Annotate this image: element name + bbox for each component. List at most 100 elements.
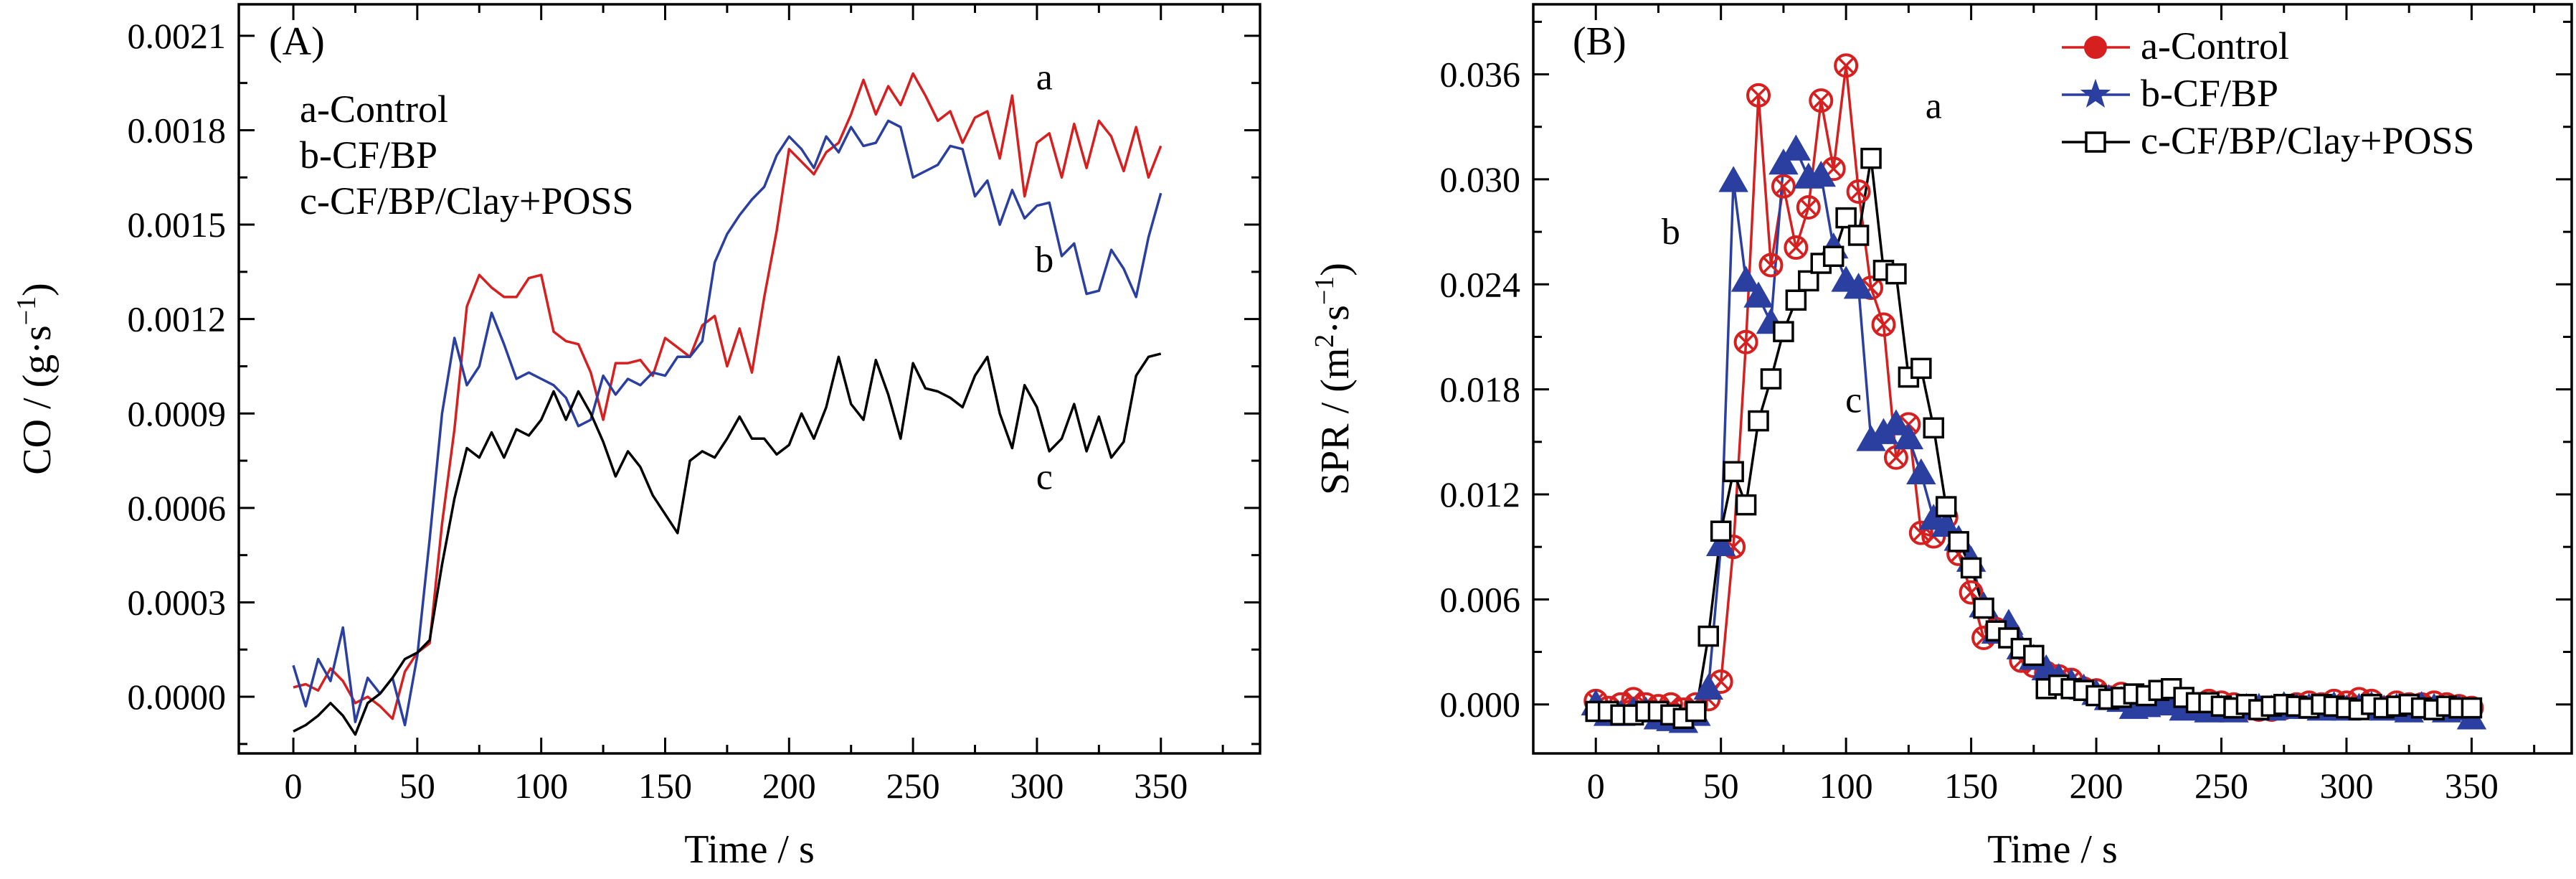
y-axis-title-part: CO / (g·s bbox=[15, 325, 60, 474]
series-line-c bbox=[1596, 156, 2472, 720]
data-point-a bbox=[1758, 253, 1784, 278]
x-axis-title: Time / s bbox=[684, 827, 815, 872]
y-tick-label: 0.030 bbox=[1440, 159, 1521, 199]
plot-frame bbox=[1532, 3, 2573, 755]
y-tick-label: 0.0003 bbox=[128, 582, 227, 622]
data-point-c bbox=[1973, 597, 1994, 619]
y-tick-label: 0.0000 bbox=[128, 677, 227, 717]
y-axis-title-part: SPR / (m bbox=[1313, 348, 1358, 495]
panel-a-co-chart: 0 50 100 150 200 250 300 350 0.0000 0.0003 0.0006 0… bbox=[11, 3, 1261, 872]
data-point-c bbox=[1822, 245, 1845, 268]
x-tick-label: 50 bbox=[399, 766, 435, 806]
data-point-a bbox=[1834, 53, 1859, 78]
legend-marker-a bbox=[2084, 36, 2107, 59]
data-point-c bbox=[2461, 697, 2483, 719]
x-tick-label: 100 bbox=[514, 766, 568, 806]
data-point-b bbox=[1906, 458, 1936, 484]
data-point-b bbox=[1843, 273, 1874, 299]
x-tick-label: 350 bbox=[2445, 766, 2499, 806]
legend-entry-c: c-CF/BP/Clay+POSS bbox=[2141, 119, 2475, 162]
legend-entry-a: a-Control bbox=[300, 88, 448, 131]
y-tick-label: 0.0018 bbox=[128, 110, 227, 150]
series-line-b bbox=[1595, 148, 2473, 723]
y-tick-label: 0.036 bbox=[1440, 55, 1521, 95]
panel-label: (B) bbox=[1573, 19, 1626, 64]
y-axis-title-part: ) bbox=[15, 283, 60, 296]
y-tick-label: 0.0021 bbox=[128, 16, 227, 56]
curve-label-c: c bbox=[1036, 457, 1053, 498]
x-tick-label: 250 bbox=[2194, 766, 2248, 806]
x-tick-label: 0 bbox=[285, 766, 303, 806]
y-axis-title-superscript: −1 bbox=[1310, 276, 1340, 305]
x-tick-label: 150 bbox=[1944, 766, 1998, 806]
x-tick-label: 250 bbox=[886, 766, 940, 806]
data-point-a bbox=[1809, 88, 1834, 113]
legend-entry-b: b-CF/BP bbox=[300, 133, 437, 177]
data-point-a bbox=[1771, 174, 1796, 199]
y-tick-label: 0.0009 bbox=[128, 393, 227, 433]
series-line-c bbox=[293, 352, 1162, 736]
data-point-c bbox=[1685, 700, 1707, 723]
y-axis-title-superscript: −1 bbox=[11, 296, 42, 325]
panel-b-spr-chart: 0 50 100 150 200 250 300 350 0.000 0.006 0.012 0.01… bbox=[1310, 3, 2573, 872]
data-point-a bbox=[1796, 194, 1821, 220]
y-tick-label: 0.024 bbox=[1440, 264, 1521, 304]
data-point-b bbox=[1743, 281, 1774, 308]
y-axis-title-superscript: 2 bbox=[1310, 334, 1340, 348]
x-tick-label: 150 bbox=[638, 766, 692, 806]
data-point-a bbox=[1746, 83, 1771, 108]
curve-label-b: b bbox=[1035, 240, 1053, 281]
data-point-b bbox=[1705, 530, 1736, 556]
data-point-b bbox=[1768, 148, 1799, 175]
y-axis-title-part: ·s bbox=[1313, 305, 1358, 334]
data-point-b bbox=[1931, 510, 1961, 537]
data-point-a bbox=[1959, 580, 1984, 605]
y-tick-label: 0.012 bbox=[1440, 474, 1521, 514]
data-point-b bbox=[1893, 423, 1924, 450]
curve-label-a: a bbox=[1036, 57, 1053, 98]
legend-marker-c bbox=[2085, 131, 2106, 153]
series-line-a bbox=[293, 72, 1162, 720]
data-point-a bbox=[1733, 329, 1758, 354]
data-point-c bbox=[1847, 225, 1870, 246]
data-point-b bbox=[1806, 161, 1836, 187]
x-tick-label: 200 bbox=[2070, 766, 2123, 806]
data-point-c bbox=[1948, 531, 1969, 553]
data-point-c bbox=[1697, 625, 1719, 647]
data-point-c bbox=[1760, 368, 1782, 390]
data-point-c bbox=[1885, 263, 1907, 285]
data-point-c bbox=[1710, 520, 1732, 542]
y-tick-label: 0.0012 bbox=[128, 299, 227, 339]
series-group bbox=[292, 72, 1162, 736]
x-axis-title: Time / s bbox=[1987, 827, 2118, 872]
data-point-c bbox=[1935, 496, 1957, 517]
legend-marker-b bbox=[2080, 78, 2111, 108]
data-point-c bbox=[1798, 270, 1819, 292]
y-tick-label: 0.0015 bbox=[128, 205, 227, 245]
data-point-c bbox=[1910, 357, 1932, 380]
data-point-c bbox=[1748, 410, 1769, 432]
x-tick-label: 200 bbox=[762, 766, 816, 806]
x-tick-label: 100 bbox=[1819, 766, 1873, 806]
data-point-a bbox=[1846, 179, 1871, 204]
legend-entry-b: b-CF/BP bbox=[2141, 72, 2278, 115]
curve-label-c: c bbox=[1845, 380, 1862, 420]
data-point-c bbox=[1960, 557, 1982, 579]
series-group bbox=[1581, 53, 2487, 733]
data-point-a bbox=[1871, 312, 1896, 337]
data-point-c bbox=[1785, 289, 1807, 311]
data-point-b bbox=[1730, 265, 1761, 292]
data-point-c bbox=[2023, 644, 2045, 667]
data-point-c bbox=[1735, 494, 1757, 516]
data-point-c bbox=[1835, 207, 1857, 229]
data-point-b bbox=[1781, 134, 1812, 161]
series-line-b bbox=[292, 119, 1162, 727]
legend-entry-a: a-Control bbox=[2141, 24, 2289, 67]
y-tick-label: 0.000 bbox=[1440, 685, 1521, 725]
data-point-b bbox=[1881, 409, 1911, 436]
curve-label-b: b bbox=[1662, 212, 1680, 253]
curve-label-a: a bbox=[1926, 86, 1942, 127]
data-point-c bbox=[1723, 461, 1744, 483]
x-tick-label: 300 bbox=[1010, 766, 1064, 806]
